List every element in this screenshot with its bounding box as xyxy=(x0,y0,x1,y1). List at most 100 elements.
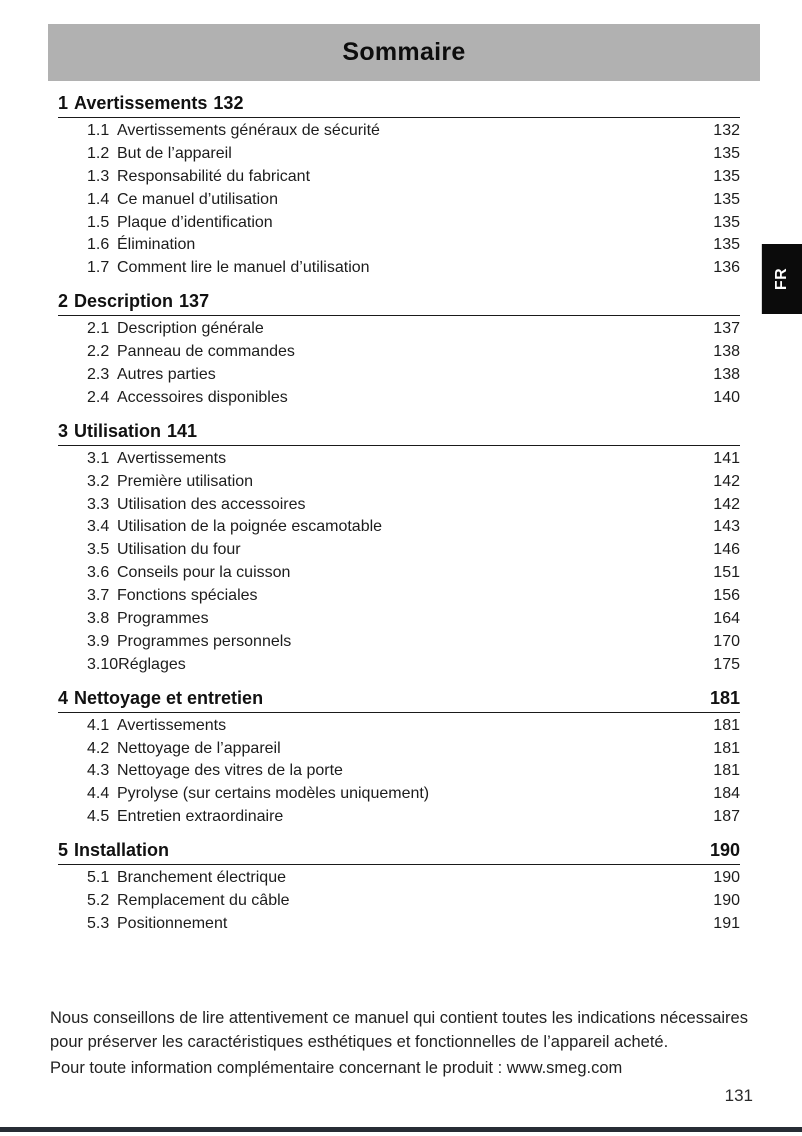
item-page: 181 xyxy=(713,739,740,757)
toc-item: 3.10 Réglages 175 xyxy=(58,654,740,677)
item-title: Autres parties xyxy=(117,366,216,384)
item-title: Avertissements xyxy=(117,716,227,734)
item-page: 184 xyxy=(713,785,740,803)
toc-item: 3.3 Utilisation des accessoires 142 xyxy=(58,494,740,517)
item-page: 187 xyxy=(713,808,740,826)
footer-line1: Nous conseillons de lire attentivement c… xyxy=(50,1009,748,1051)
item-page: 135 xyxy=(713,144,740,162)
item-number: 2.2 xyxy=(87,343,110,361)
item-number: 4.3 xyxy=(87,762,110,780)
section-title: Avertissements xyxy=(74,93,208,113)
toc-section: 3 Utilisation 141 3.1 Avertissements 141… xyxy=(58,421,740,677)
page-number: 131 xyxy=(724,1086,753,1105)
page-title: Sommaire xyxy=(342,38,466,66)
item-number: 5.1 xyxy=(87,869,110,887)
toc-item: 1.3 Responsabilité du fabricant 135 xyxy=(58,166,740,189)
toc-section: 1 Avertissements 132 1.1 Avertissements … xyxy=(58,93,740,280)
item-number: 1.2 xyxy=(87,144,110,162)
section-page: 141 xyxy=(167,420,198,441)
section-number: 3 xyxy=(58,420,69,441)
toc-item: 3.1 Avertissements 141 xyxy=(58,448,740,471)
item-title: Avertissements généraux de sécurité xyxy=(117,122,380,139)
item-title: Branchement électrique xyxy=(117,869,286,887)
section-heading: 1 Avertissements 132 xyxy=(58,93,740,118)
item-number: 1.7 xyxy=(87,259,110,277)
item-number: 1.6 xyxy=(87,236,110,254)
item-title: Pyrolyse (sur certains modèles uniquemen… xyxy=(117,785,430,803)
footer-line2: Pour toute information complémentaire co… xyxy=(50,1059,623,1077)
fr-language-tab: FR xyxy=(761,244,802,314)
item-page: 141 xyxy=(713,449,740,467)
item-number: 3.4 xyxy=(87,518,110,536)
footer-note: Nous conseillons de lire attentivement c… xyxy=(50,1006,752,1080)
item-title: Remplacement du câble xyxy=(117,892,290,910)
item-title: Programmes xyxy=(117,610,209,628)
item-number: 3.3 xyxy=(87,495,110,513)
item-number: 3.7 xyxy=(87,587,110,605)
toc-item: 4.1 Avertissements 181 xyxy=(58,715,740,738)
toc-item: 1.1 Avertissements généraux de sécurité … xyxy=(58,120,740,143)
section-title: Installation xyxy=(74,840,170,861)
item-page: 164 xyxy=(713,610,740,628)
item-title: Nettoyage des vitres de la porte xyxy=(117,762,343,780)
item-number: 4.5 xyxy=(87,808,110,826)
item-page: 138 xyxy=(713,343,740,361)
toc-item: 3.5 Utilisation du four 146 xyxy=(58,539,740,562)
section-number: 1 xyxy=(58,93,69,113)
toc-item: 5.1 Branchement électrique 190 xyxy=(58,867,740,890)
item-title: Responsabilité du fabricant xyxy=(117,167,311,185)
item-number: 4.1 xyxy=(87,716,110,734)
toc-item: 1.2 But de l’appareil 135 xyxy=(58,143,740,166)
item-page: 190 xyxy=(713,869,740,887)
item-title: Ce manuel d’utilisation xyxy=(117,190,278,208)
item-page: 137 xyxy=(713,320,740,338)
item-title: Utilisation du four xyxy=(117,541,241,559)
bottom-bar xyxy=(0,1127,802,1132)
item-title: Élimination xyxy=(117,236,196,254)
item-title: Utilisation de la poignée escamotable xyxy=(117,518,383,536)
item-number: 2.3 xyxy=(87,366,110,384)
section-page: 132 xyxy=(213,93,244,113)
item-number: 4.2 xyxy=(87,739,110,757)
item-title: Réglages xyxy=(118,655,186,673)
item-number: 3.9 xyxy=(87,632,110,650)
item-number: 4.4 xyxy=(87,785,110,803)
toc-item: 3.8 Programmes 164 xyxy=(58,608,740,631)
item-page: 190 xyxy=(713,892,740,910)
toc-item: 4.3 Nettoyage des vitres de la porte 181 xyxy=(58,760,740,783)
toc-item: 3.9 Programmes personnels 170 xyxy=(58,631,740,654)
item-page: 135 xyxy=(713,213,740,231)
item-page: 135 xyxy=(713,236,740,254)
item-number: 1.4 xyxy=(87,190,110,208)
item-number: 3.6 xyxy=(87,564,110,582)
item-title: Description générale xyxy=(117,320,264,338)
item-page: 151 xyxy=(713,564,740,582)
section-page: 190 xyxy=(709,840,740,861)
section-heading: 5 Installation 190 xyxy=(58,840,740,866)
toc: 1 Avertissements 132 1.1 Avertissements … xyxy=(58,93,740,936)
toc-section: 5 Installation 190 5.1 Branchement élect… xyxy=(58,840,740,936)
section-items: 4.1 Avertissements 181 4.2 Nettoyage de … xyxy=(58,713,740,829)
sommaire-header: Sommaire xyxy=(48,24,760,81)
item-number: 3.5 xyxy=(87,541,110,559)
item-title: Conseils pour la cuisson xyxy=(117,564,291,582)
section-items: 2.1 Description générale 137 2.2 Panneau… xyxy=(58,316,740,410)
section-title: Utilisation xyxy=(74,420,162,441)
section-number: 4 xyxy=(58,687,69,708)
item-number: 5.2 xyxy=(87,892,110,910)
item-page: 156 xyxy=(713,587,740,605)
section-number: 5 xyxy=(58,840,69,861)
item-page: 175 xyxy=(713,655,740,673)
item-title: Comment lire le manuel d’utilisation xyxy=(117,259,370,277)
item-page: 181 xyxy=(713,716,740,734)
section-title: Description xyxy=(74,291,174,312)
toc-item: 4.5 Entretien extraordinaire 187 xyxy=(58,806,740,829)
item-page: 146 xyxy=(713,541,740,559)
toc-item: 5.2 Remplacement du câble 190 xyxy=(58,890,740,913)
item-number: 1.5 xyxy=(87,213,110,231)
item-page: 135 xyxy=(713,190,740,208)
fr-tab-label: FR xyxy=(772,267,790,291)
item-number: 1.3 xyxy=(87,167,110,185)
item-title: But de l’appareil xyxy=(117,144,232,162)
item-page: 138 xyxy=(713,366,740,384)
